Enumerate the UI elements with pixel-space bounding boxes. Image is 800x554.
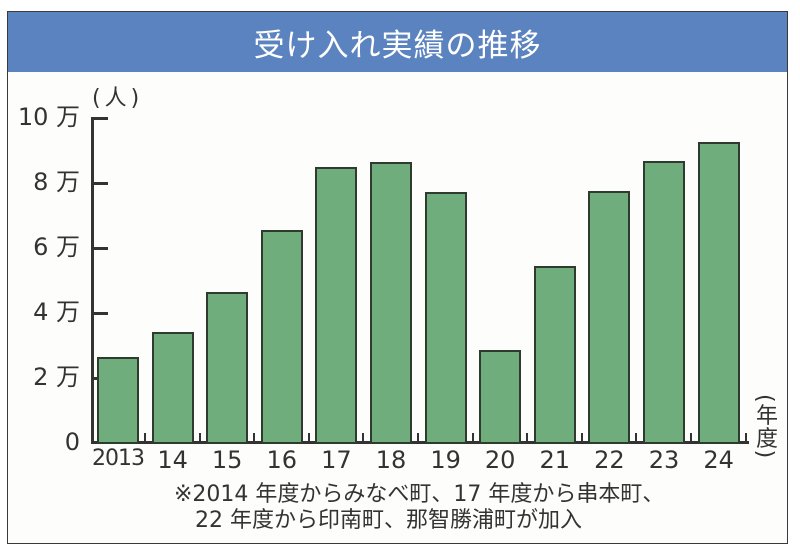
y-tick [91, 181, 108, 185]
bar-2013 [97, 356, 139, 444]
y-tick-label: 6 万 [33, 233, 80, 261]
y-axis-line [91, 117, 94, 444]
x-tick-label: 16 [266, 446, 298, 474]
bar-17 [315, 166, 358, 444]
x-tick-label: 18 [375, 446, 407, 474]
y-tick [91, 116, 108, 120]
x-tick-label: 22 [594, 446, 625, 474]
bar-15 [206, 291, 249, 444]
x-tick-label: 14 [157, 446, 188, 474]
x-tick [635, 433, 638, 442]
bar-21 [533, 265, 576, 444]
bar-20 [479, 350, 522, 444]
footnote-line-2: 22 年度から印南町、那智勝浦町が加入 [174, 508, 582, 533]
x-tick [417, 433, 419, 442]
x-tick [744, 433, 747, 442]
y-axis-unit: (人) [92, 86, 144, 111]
footnote-line-1: ※2014 年度からみなべ町、17 年度から串本町、 [174, 482, 665, 507]
x-tick [144, 433, 146, 442]
x-axis-unit: (年度) [752, 394, 777, 460]
x-tick [307, 433, 310, 442]
x-tick [362, 433, 365, 442]
y-tick-label: 2 万 [33, 363, 80, 391]
x-tick-label: 20 [484, 446, 516, 474]
x-tick [526, 433, 529, 442]
x-tick-label: 24 [703, 446, 734, 474]
bar-23 [643, 160, 685, 444]
x-tick [471, 433, 474, 442]
bar-18 [370, 161, 412, 444]
y-tick-label: 4 万 [33, 298, 80, 326]
x-tick-label: 15 [211, 446, 243, 474]
y-tick-label: 0 [64, 428, 80, 456]
bar-24 [697, 142, 740, 444]
x-tick [580, 433, 583, 442]
y-tick [91, 246, 108, 250]
x-tick-label: 19 [430, 446, 461, 474]
x-tick [690, 433, 692, 442]
bar-22 [588, 190, 631, 444]
x-tick [253, 433, 256, 442]
x-tick [198, 433, 201, 442]
x-tick-label: 23 [648, 446, 680, 474]
bar-16 [260, 230, 303, 444]
bar-19 [424, 191, 467, 444]
x-tick-label: 2013 [92, 446, 145, 471]
x-tick-label: 21 [539, 446, 571, 474]
bar-14 [151, 331, 194, 444]
chart-title: 受け入れ実績の推移 [253, 27, 542, 64]
x-axis-line [91, 441, 749, 444]
y-tick-label: 8 万 [33, 168, 80, 196]
chart-header: 受け入れ実績の推移 [8, 12, 787, 72]
footnote: ※2014 年度からみなべ町、17 年度から串本町、 22 年度から印南町、那智… [174, 482, 664, 534]
y-tick-label: 10 万 [17, 103, 80, 131]
y-tick [91, 311, 108, 315]
x-tick-label: 17 [321, 446, 352, 474]
